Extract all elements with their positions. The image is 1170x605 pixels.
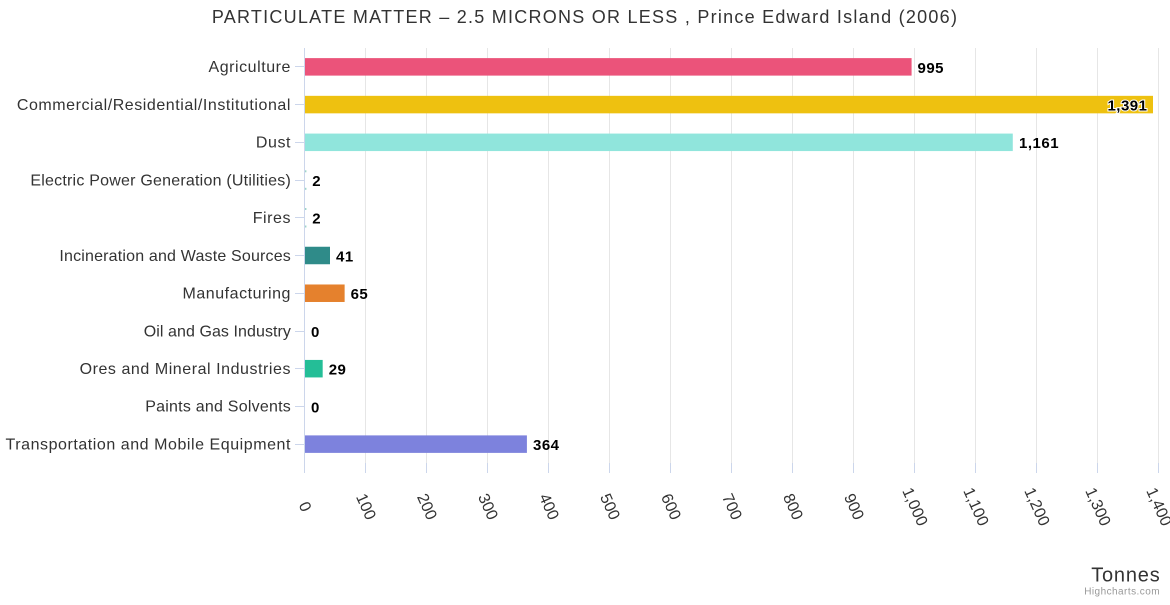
svg-text:Agriculture: Agriculture — [208, 59, 291, 76]
svg-text:0: 0 — [311, 324, 320, 341]
svg-text:Highcharts.com: Highcharts.com — [1084, 587, 1160, 598]
svg-text:41: 41 — [336, 248, 354, 265]
svg-text:Electric Power Generation (Uti: Electric Power Generation (Utilities) — [30, 172, 291, 189]
svg-text:Dust: Dust — [256, 135, 291, 152]
svg-text:1,161: 1,161 — [1019, 135, 1059, 152]
svg-text:Incineration and Waste Sources: Incineration and Waste Sources — [59, 248, 291, 265]
svg-text:0: 0 — [311, 399, 320, 416]
svg-text:Transportation and Mobile Equi: Transportation and Mobile Equipment — [6, 436, 291, 453]
svg-text:Ores and Mineral Industries: Ores and Mineral Industries — [80, 361, 291, 378]
svg-text:2: 2 — [312, 173, 321, 190]
svg-text:Oil and Gas Industry: Oil and Gas Industry — [144, 323, 291, 340]
svg-text:1,391: 1,391 — [1107, 97, 1147, 114]
svg-text:Commercial/Residential/Institu: Commercial/Residential/Institutional — [17, 97, 291, 114]
svg-text:Fires: Fires — [253, 210, 291, 227]
svg-text:995: 995 — [918, 60, 945, 77]
svg-text:Tonnes: Tonnes — [1091, 565, 1160, 587]
svg-text:65: 65 — [351, 286, 369, 303]
svg-text:364: 364 — [533, 437, 560, 454]
svg-text:PARTICULATE MATTER – 2.5 MICRO: PARTICULATE MATTER – 2.5 MICRONS OR LESS… — [212, 7, 958, 27]
svg-text:Manufacturing: Manufacturing — [182, 286, 291, 303]
svg-text:2: 2 — [312, 211, 321, 228]
svg-text:29: 29 — [329, 362, 347, 379]
svg-text:Paints and Solvents: Paints and Solvents — [145, 399, 291, 416]
